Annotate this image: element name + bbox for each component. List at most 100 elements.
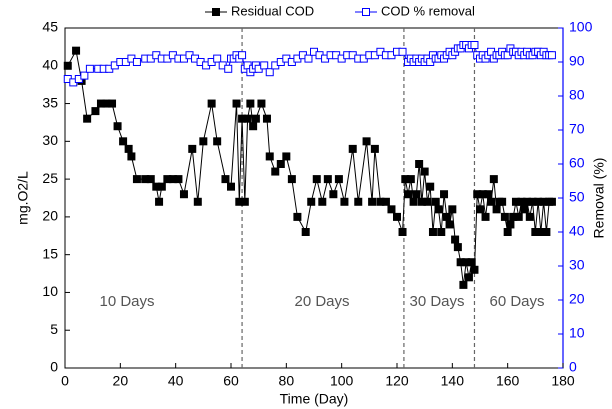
data-point bbox=[448, 205, 457, 214]
data-point bbox=[470, 41, 479, 49]
y2-tick-label: 90 bbox=[569, 53, 585, 69]
data-point bbox=[63, 61, 72, 70]
data-point bbox=[525, 212, 534, 221]
data-point bbox=[282, 152, 291, 161]
data-point bbox=[434, 205, 443, 214]
annotation: 20 Days bbox=[294, 293, 349, 310]
data-point bbox=[240, 197, 249, 206]
data-point bbox=[155, 197, 164, 206]
data-point bbox=[72, 46, 81, 55]
y2-tick-label: 50 bbox=[569, 189, 585, 205]
y-axis-label: mg.O2/L bbox=[15, 171, 31, 225]
y-tick-label: 0 bbox=[50, 359, 58, 375]
x-tick-label: 180 bbox=[551, 373, 575, 389]
data-point bbox=[492, 205, 501, 214]
data-point bbox=[232, 99, 241, 108]
data-point bbox=[506, 220, 515, 229]
data-point bbox=[307, 197, 316, 206]
data-point bbox=[423, 197, 432, 206]
series-line bbox=[67, 49, 552, 285]
x-tick-label: 40 bbox=[168, 373, 184, 389]
data-point bbox=[329, 190, 338, 199]
legend-marker bbox=[212, 8, 220, 16]
data-point bbox=[188, 144, 197, 153]
x-tick-label: 120 bbox=[385, 373, 409, 389]
data-point bbox=[132, 175, 141, 184]
y-tick-label: 40 bbox=[42, 56, 58, 72]
data-point bbox=[387, 205, 396, 214]
data-point bbox=[262, 114, 271, 123]
data-point bbox=[340, 197, 349, 206]
data-point bbox=[409, 197, 418, 206]
data-point bbox=[238, 51, 247, 60]
data-point bbox=[415, 160, 424, 168]
data-point bbox=[318, 197, 327, 206]
data-point bbox=[312, 175, 321, 184]
data-point bbox=[213, 54, 222, 63]
annotation: 30 Days bbox=[409, 293, 464, 310]
x-tick-label: 100 bbox=[330, 373, 354, 389]
data-point bbox=[440, 190, 449, 199]
data-point bbox=[227, 182, 235, 191]
data-point bbox=[420, 167, 429, 176]
y2-tick-label: 10 bbox=[569, 325, 585, 341]
data-point bbox=[85, 64, 94, 73]
annotation: 10 Days bbox=[99, 293, 154, 310]
x-tick-label: 0 bbox=[61, 373, 69, 389]
y-tick-label: 45 bbox=[42, 19, 58, 35]
data-point bbox=[406, 175, 415, 184]
data-point bbox=[428, 228, 437, 236]
data-point bbox=[542, 228, 551, 236]
data-point bbox=[119, 137, 128, 146]
data-point bbox=[132, 58, 141, 66]
data-point bbox=[287, 175, 296, 184]
legend-marker bbox=[362, 8, 370, 16]
data-point bbox=[304, 54, 313, 63]
data-point bbox=[381, 197, 390, 206]
data-point bbox=[80, 71, 89, 80]
legend-label: Residual COD bbox=[231, 3, 314, 18]
data-point bbox=[83, 114, 92, 123]
data-point bbox=[431, 197, 440, 206]
data-point bbox=[179, 190, 188, 199]
data-point bbox=[257, 99, 266, 108]
y2-axis-label: Removal (%) bbox=[591, 158, 607, 239]
data-point bbox=[453, 243, 462, 252]
data-point bbox=[442, 212, 451, 221]
data-point bbox=[487, 197, 496, 206]
data-point bbox=[489, 175, 498, 184]
data-point bbox=[174, 175, 183, 184]
data-point bbox=[437, 228, 446, 236]
legend-label: COD % removal bbox=[381, 3, 475, 18]
data-point bbox=[547, 197, 556, 206]
annotation: 60 Days bbox=[489, 293, 544, 310]
data-point bbox=[500, 212, 509, 221]
data-point bbox=[520, 205, 529, 214]
data-point bbox=[276, 160, 285, 168]
data-point bbox=[445, 220, 454, 229]
data-point bbox=[398, 228, 407, 236]
data-point bbox=[514, 212, 523, 221]
y2-tick-label: 30 bbox=[569, 257, 585, 273]
data-point bbox=[265, 152, 274, 161]
data-point bbox=[146, 175, 155, 184]
data-point bbox=[207, 99, 216, 108]
x-tick-label: 20 bbox=[113, 373, 129, 389]
x-tick-label: 60 bbox=[223, 373, 239, 389]
data-point bbox=[157, 182, 166, 191]
data-point bbox=[404, 190, 413, 199]
data-point bbox=[221, 175, 230, 184]
data-point bbox=[199, 137, 208, 146]
data-point bbox=[547, 51, 556, 60]
data-point bbox=[451, 235, 460, 244]
data-point bbox=[503, 228, 512, 236]
y2-tick-label: 40 bbox=[569, 223, 585, 239]
data-point bbox=[127, 152, 136, 161]
data-point bbox=[243, 114, 252, 123]
data-point bbox=[348, 144, 357, 153]
data-point bbox=[124, 144, 133, 153]
x-tick-label: 160 bbox=[496, 373, 520, 389]
y2-tick-label: 80 bbox=[569, 87, 585, 103]
data-point bbox=[354, 197, 363, 206]
